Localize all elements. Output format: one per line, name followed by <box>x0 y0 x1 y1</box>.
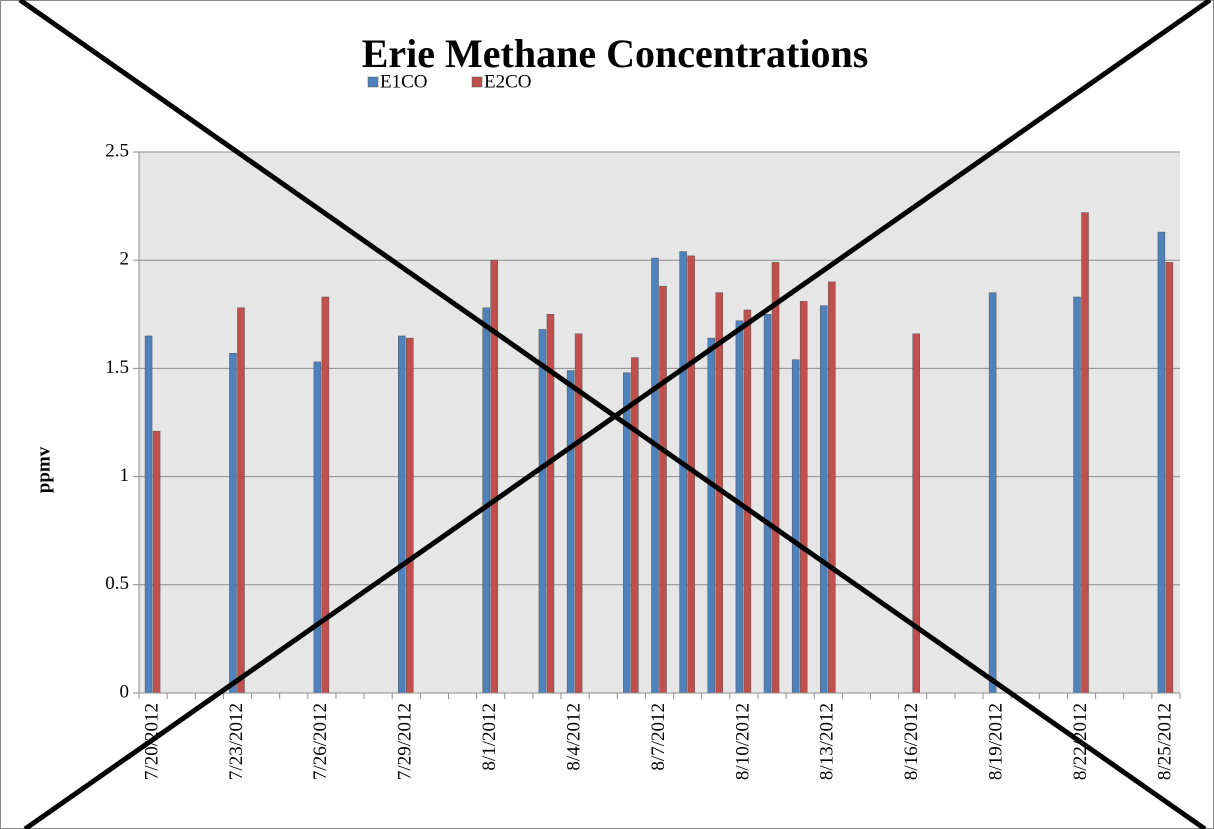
bar <box>799 301 808 694</box>
x-tick-label: 8/16/2012 <box>901 703 922 780</box>
x-tick-label: 7/29/2012 <box>395 703 416 780</box>
bar <box>482 307 490 694</box>
bar <box>538 329 547 694</box>
bar <box>237 307 245 694</box>
bar <box>398 335 406 694</box>
bar <box>743 309 752 694</box>
cross-line <box>23 0 1212 829</box>
y-tick-label: 1 <box>120 465 130 486</box>
bar <box>1165 262 1174 694</box>
bar <box>659 285 667 694</box>
bar <box>707 337 716 694</box>
x-tick-label: 8/19/2012 <box>985 703 1006 780</box>
x-tick-label: 7/26/2012 <box>310 703 331 780</box>
bar <box>1073 296 1081 694</box>
bar <box>687 255 695 694</box>
bar <box>988 292 997 694</box>
bar <box>144 335 153 694</box>
bar <box>229 353 237 694</box>
bar <box>490 259 498 694</box>
bar <box>313 361 322 694</box>
plot-layer: 00.511.522.57/20/20127/23/20127/26/20127… <box>105 71 1181 780</box>
bar <box>771 262 780 694</box>
chart-title: Erie Methane Concentrations <box>362 31 869 76</box>
bar <box>1157 231 1166 694</box>
bar <box>1081 212 1089 694</box>
legend-label: E2CO <box>484 71 532 92</box>
x-tick-label: 8/10/2012 <box>732 703 753 780</box>
x-tick-label: 7/23/2012 <box>226 703 247 780</box>
y-tick-label: 2 <box>120 249 130 270</box>
legend-label: E1CO <box>380 71 428 92</box>
bar <box>406 337 414 694</box>
y-tick-label: 0 <box>120 681 130 702</box>
y-tick-label: 1.5 <box>105 357 129 378</box>
bar <box>679 251 687 694</box>
x-tick-label: 8/1/2012 <box>479 703 500 771</box>
bar <box>566 370 575 694</box>
y-tick-label: 0.5 <box>105 573 129 594</box>
bar <box>791 359 800 694</box>
bar <box>763 314 772 694</box>
bar <box>152 430 161 694</box>
bar <box>631 357 639 694</box>
cross-line <box>18 0 1207 829</box>
bar <box>321 296 330 694</box>
bar <box>828 281 836 694</box>
bar <box>912 333 920 694</box>
x-tick-label: 8/4/2012 <box>563 703 584 771</box>
legend-swatch <box>471 76 483 88</box>
x-tick-label: 8/7/2012 <box>648 703 669 771</box>
bar <box>820 305 828 694</box>
y-tick-label: 2.5 <box>105 140 129 161</box>
bar <box>651 257 659 694</box>
y-axis-label: ppmv <box>33 446 54 493</box>
x-tick-label: 8/13/2012 <box>817 703 838 780</box>
legend-swatch <box>367 76 379 88</box>
x-tick-label: 8/25/2012 <box>1154 703 1175 780</box>
